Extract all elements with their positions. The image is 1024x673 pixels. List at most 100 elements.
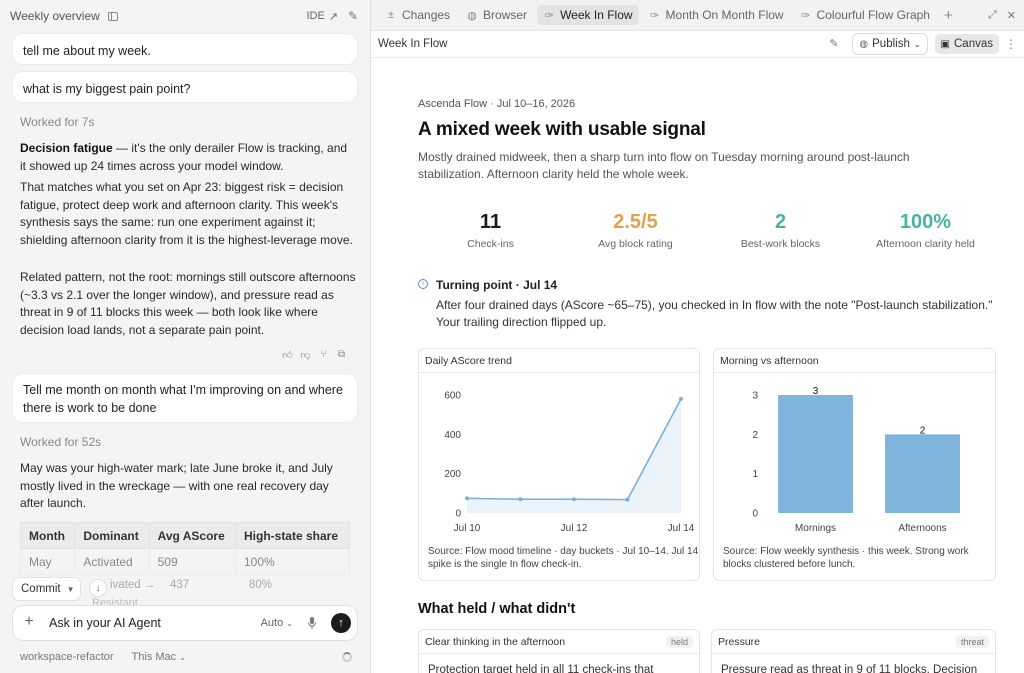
globe-icon: ◍ [859,38,869,50]
y-tick-label: 2 [752,430,758,441]
thumbs-down-icon[interactable]: 👎︎ [300,349,311,361]
microphone-icon[interactable] [307,616,319,630]
prompt-input[interactable] [49,616,261,630]
stat-label: Best-work blocks [740,238,821,250]
data-point [465,496,469,501]
thumbs-up-icon[interactable]: 👍︎ [282,349,293,361]
plus-minus-icon: ± [387,9,395,21]
tab-label: Changes [402,8,451,22]
y-tick-label: 600 [444,391,461,402]
y-tick-label: 200 [444,469,461,480]
data-point [572,497,576,502]
stat-avg-rating: 2.5/5 Avg block rating [563,209,708,250]
user-message: tell me about my week. [13,34,357,64]
compose-icon[interactable]: ✎ [347,9,359,23]
tab-label: Month On Month Flow [665,8,784,22]
card-body: Protection target held in all 11 check-i… [428,664,654,673]
assistant-paragraph: May was your high-water mark; late June … [20,461,333,511]
table-header: High-state share [234,522,351,549]
faded-cell: 80% [249,579,273,591]
expand-icon[interactable]: ⤢ [987,8,997,21]
chart-source: Source: Flow mood timeline · day buckets… [428,546,699,570]
tab-colourful-flow-graph[interactable]: ✑ Colourful Flow Graph [794,5,936,25]
publish-button[interactable]: ◍ Publish ⌄ [853,34,927,54]
tab-month-on-month-flow[interactable]: ✑ Month On Month Flow [643,5,790,25]
chevron-down-icon: ▼ [66,584,75,594]
annotate-icon[interactable]: ✎ [829,38,839,50]
worked-duration[interactable]: Worked for 52s [20,435,102,449]
data-label: 2 [920,425,926,436]
mode-select[interactable]: Auto ⌄ [261,617,293,629]
copy-icon[interactable]: ⧉ [337,349,346,360]
doc-eyebrow: Ascenda Flow · Jul 10–16, 2026 [418,98,576,110]
assistant-paragraph: Decision fatigue — it's the only deraile… [20,140,356,175]
commit-button[interactable]: Commit ▼ [13,578,80,600]
machine-select[interactable]: This Mac ⌄ [132,651,186,663]
sidebar-toggle-icon[interactable] [106,9,120,23]
ide-label: IDE [306,10,325,22]
y-tick-label: 1 [752,469,758,480]
tab-changes[interactable]: ± Changes [379,5,456,25]
doc-title: A mixed week with usable signal [418,119,706,140]
tab-browser[interactable]: ◍ Browser [460,5,533,25]
more-icon[interactable]: ⋮ [1005,37,1017,51]
chart-source: Source: Flow weekly synthesis · this wee… [723,546,969,570]
ide-button[interactable]: IDE ↗ [306,10,338,23]
y-tick-label: 0 [455,509,461,520]
chart-card-morning-afternoon: Morning vs afternoon 0 1 2 3 3 Mornings 2 After… [713,348,996,581]
card-header: Pressure threat [712,630,995,654]
stat-label: Check-ins [467,238,514,250]
stat-checkins: 11 Check-ins [418,209,563,250]
arrow-up-icon: ↑ [338,617,344,629]
stat-label: Afternoon clarity held [876,238,975,250]
table-header: Dominant [74,522,150,549]
assistant-paragraph: That matches what you set on Apr 23: big… [20,180,353,247]
status-badge: threat [955,635,989,648]
branch-label[interactable]: workspace-refactor [20,651,114,663]
branch-icon[interactable]: ⑂ [320,349,327,360]
stat-value: 100% [899,211,952,233]
month-table: Month Dominant Avg AScore High-state sha… [19,522,351,575]
chat-header: Weekly overview IDE ↗ ✎ [0,0,370,32]
canvas-label: Canvas [954,38,993,50]
send-button[interactable]: ↑ [331,613,351,633]
chart-title: Morning vs afternoon [714,349,995,373]
arrow-down-icon: ↓ [95,582,101,594]
tab-bar: ± Changes ◍ Browser ✑ Week In Flow ✑ Month O… [371,0,1024,31]
canvas-toolbar: Week In Flow ✎ ◍ Publish ⌄ ▣ Canvas ⋮ [371,31,1024,58]
commit-label: Commit [21,583,61,595]
close-icon[interactable]: ✕ [1006,9,1016,22]
status-badge: held [665,635,693,648]
table-header: Month [19,522,76,549]
x-tick-label: Mornings [795,523,836,534]
x-tick-label: Jul 12 [561,523,588,534]
worked-duration[interactable]: Worked for 7s [20,115,95,129]
held-card: Clear thinking in the afternoon held Prot… [418,629,700,673]
plus-icon[interactable]: + [24,613,34,630]
add-tab-icon[interactable]: + [943,6,953,24]
y-tick-label: 3 [752,391,758,402]
threat-card: Pressure threat Pressure read as threat i… [711,629,996,673]
stats-row: 11 Check-ins 2.5/5 Avg block rating 2 Best-… [418,209,998,250]
card-header: Clear thinking in the afternoon held [419,630,699,654]
chat-thread: tell me about my week. what is my bigges… [0,32,370,673]
user-message: what is my biggest pain point? [13,72,357,102]
x-tick-label: Jul 10 [454,523,481,534]
canvas-button[interactable]: ▣ Canvas [934,34,999,54]
table-header: Avg AScore [148,522,236,549]
x-tick-label: Afternoons [898,523,946,534]
tab-label: Week In Flow [560,8,633,22]
chart-card-trend: Daily AScore trend 0 200 400 600 Jul 10 Jul 1… [418,348,700,581]
answer-text: — it's the only derailer Flow is trackin… [20,141,348,173]
tab-week-in-flow[interactable]: ✑ Week In Flow [537,5,639,25]
callout-title: Turning point · Jul 14 [436,278,558,292]
tab-label: Browser [483,8,528,22]
x-tick-label: Jul 14 [668,523,695,534]
stat-value: 2 [774,211,787,233]
flow-icon: ✑ [649,9,660,22]
scroll-down-button[interactable]: ↓ [90,580,106,596]
loading-spinner-icon [342,652,352,662]
bar [778,395,853,513]
table-cell: Activated [74,548,150,575]
stat-value: 11 [479,211,502,233]
